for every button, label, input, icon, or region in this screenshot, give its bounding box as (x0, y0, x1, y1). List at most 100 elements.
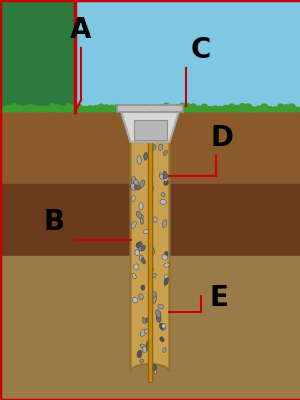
Text: B: B (44, 208, 64, 236)
Ellipse shape (146, 340, 152, 346)
Ellipse shape (114, 104, 121, 112)
Bar (0, 256, 300, 400)
Ellipse shape (137, 350, 142, 358)
Ellipse shape (21, 106, 28, 112)
Ellipse shape (119, 105, 127, 112)
Ellipse shape (149, 185, 154, 192)
Ellipse shape (288, 104, 296, 112)
Ellipse shape (158, 304, 164, 309)
Ellipse shape (142, 346, 147, 352)
Ellipse shape (143, 347, 148, 351)
Ellipse shape (134, 185, 140, 190)
Ellipse shape (141, 105, 148, 112)
Ellipse shape (162, 324, 166, 328)
Ellipse shape (134, 179, 139, 185)
Ellipse shape (152, 145, 156, 150)
Ellipse shape (161, 325, 165, 330)
Ellipse shape (152, 107, 159, 112)
Ellipse shape (134, 264, 139, 270)
Ellipse shape (149, 266, 153, 272)
Ellipse shape (178, 103, 187, 112)
Ellipse shape (135, 250, 140, 256)
Ellipse shape (81, 106, 88, 112)
Ellipse shape (137, 156, 141, 164)
Ellipse shape (139, 214, 144, 218)
Ellipse shape (154, 366, 156, 374)
Bar (0, 184, 300, 256)
Ellipse shape (103, 105, 110, 112)
Ellipse shape (163, 348, 166, 352)
Ellipse shape (152, 291, 156, 297)
Bar (134, 120, 166, 140)
Ellipse shape (142, 317, 146, 324)
Ellipse shape (139, 294, 143, 300)
Polygon shape (120, 108, 180, 142)
Ellipse shape (159, 323, 164, 330)
Ellipse shape (109, 105, 115, 112)
Ellipse shape (140, 218, 143, 224)
Ellipse shape (70, 105, 78, 112)
Ellipse shape (144, 152, 148, 160)
Ellipse shape (92, 106, 100, 112)
Ellipse shape (244, 104, 252, 112)
Ellipse shape (158, 144, 163, 150)
Text: A: A (70, 16, 92, 44)
Ellipse shape (132, 274, 136, 278)
Ellipse shape (37, 106, 45, 112)
Ellipse shape (160, 200, 166, 204)
Ellipse shape (132, 297, 138, 303)
Ellipse shape (132, 176, 136, 185)
Ellipse shape (160, 337, 164, 342)
Text: C: C (191, 36, 211, 64)
Ellipse shape (164, 175, 168, 181)
Ellipse shape (162, 255, 168, 260)
Text: D: D (211, 124, 233, 152)
Ellipse shape (87, 106, 94, 112)
Ellipse shape (164, 150, 167, 156)
Ellipse shape (156, 310, 161, 318)
Ellipse shape (124, 106, 132, 112)
Ellipse shape (59, 106, 66, 112)
Ellipse shape (151, 273, 156, 278)
Ellipse shape (222, 106, 230, 112)
Ellipse shape (49, 104, 55, 112)
Ellipse shape (33, 106, 38, 112)
Ellipse shape (136, 242, 142, 248)
Ellipse shape (266, 107, 274, 112)
Ellipse shape (145, 318, 149, 322)
Ellipse shape (76, 104, 83, 112)
Ellipse shape (138, 246, 142, 251)
Ellipse shape (145, 329, 149, 333)
Ellipse shape (136, 106, 142, 112)
Ellipse shape (277, 104, 284, 112)
Ellipse shape (294, 107, 300, 112)
Ellipse shape (212, 106, 218, 112)
Ellipse shape (153, 217, 157, 222)
Ellipse shape (163, 103, 170, 112)
Ellipse shape (149, 246, 154, 255)
Ellipse shape (98, 104, 104, 112)
Ellipse shape (16, 105, 22, 112)
Ellipse shape (141, 285, 145, 290)
Ellipse shape (196, 106, 202, 112)
Ellipse shape (185, 104, 191, 112)
Ellipse shape (218, 106, 224, 112)
Ellipse shape (164, 275, 168, 280)
Ellipse shape (139, 203, 143, 210)
Ellipse shape (138, 241, 143, 248)
Ellipse shape (143, 229, 150, 234)
Ellipse shape (139, 255, 144, 261)
Ellipse shape (228, 104, 235, 112)
Ellipse shape (282, 105, 290, 112)
Ellipse shape (43, 106, 50, 112)
Ellipse shape (191, 104, 197, 112)
Ellipse shape (151, 364, 156, 372)
Ellipse shape (140, 359, 143, 363)
Ellipse shape (140, 344, 146, 349)
Ellipse shape (5, 106, 12, 112)
Bar (0, 0, 75, 112)
Bar (0, 0, 300, 112)
Ellipse shape (153, 295, 156, 304)
Bar (148, 138, 152, 382)
Ellipse shape (201, 104, 208, 112)
